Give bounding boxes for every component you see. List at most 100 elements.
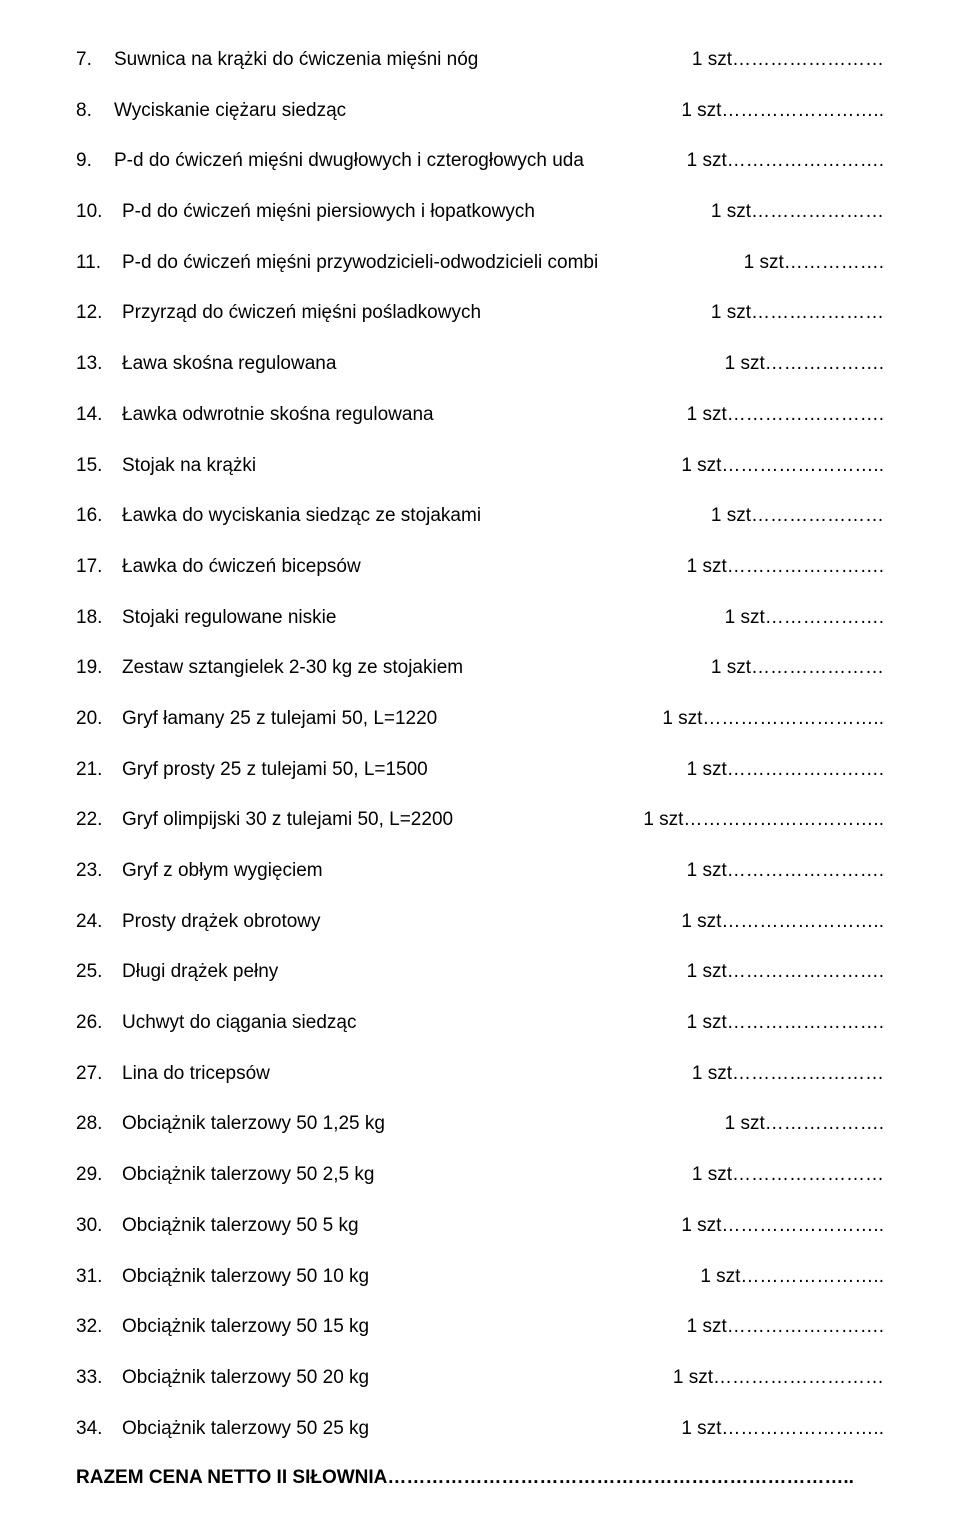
item-number: 13. bbox=[76, 352, 122, 377]
list-item: 20.Gryf łamany 25 z tulejami 50, L=12201… bbox=[76, 707, 884, 732]
item-label: P-d do ćwiczeń mięśni przywodzicieli-odw… bbox=[122, 251, 598, 276]
item-left: 24.Prosty drążek obrotowy bbox=[76, 910, 321, 935]
item-left: 28.Obciążnik talerzowy 50 1,25 kg bbox=[76, 1112, 385, 1137]
item-quantity: 1 szt……………………. bbox=[687, 859, 884, 884]
item-number: 14. bbox=[76, 403, 122, 428]
item-left: 22.Gryf olimpijski 30 z tulejami 50, L=2… bbox=[76, 808, 453, 833]
list-item: 12.Przyrząd do ćwiczeń mięśni pośladkowy… bbox=[76, 301, 884, 326]
item-label: Obciążnik talerzowy 50 1,25 kg bbox=[122, 1112, 385, 1137]
item-quantity: 1 szt……………………. bbox=[687, 149, 884, 174]
list-item: 30.Obciążnik talerzowy 50 5 kg1 szt……………… bbox=[76, 1214, 884, 1239]
list-item: 9.P-d do ćwiczeń mięśni dwugłowych i czt… bbox=[76, 149, 884, 174]
item-label: Długi drążek pełny bbox=[122, 960, 278, 985]
item-left: 20.Gryf łamany 25 z tulejami 50, L=1220 bbox=[76, 707, 437, 732]
item-left: 26.Uchwyt do ciągania siedząc bbox=[76, 1011, 356, 1036]
item-number: 31. bbox=[76, 1265, 122, 1290]
item-quantity: 1 szt…………………… bbox=[692, 1163, 884, 1188]
document-page: 7.Suwnica na krążki do ćwiczenia mięśni … bbox=[0, 0, 960, 1537]
item-left: 30.Obciążnik talerzowy 50 5 kg bbox=[76, 1214, 359, 1239]
list-item: 29.Obciążnik talerzowy 50 2,5 kg 1 szt………… bbox=[76, 1163, 884, 1188]
item-number: 7. bbox=[76, 48, 114, 73]
item-number: 27. bbox=[76, 1062, 122, 1087]
list-item: 13.Ława skośna regulowana 1 szt………………. bbox=[76, 352, 884, 377]
item-quantity: 1 szt…………………….. bbox=[681, 99, 884, 124]
item-number: 12. bbox=[76, 301, 122, 326]
item-number: 25. bbox=[76, 960, 122, 985]
item-label: Gryf z obłym wygięciem bbox=[122, 859, 323, 884]
item-quantity: 1 szt…………………… bbox=[692, 1062, 884, 1087]
item-left: 13.Ława skośna regulowana bbox=[76, 352, 336, 377]
item-left: 25.Długi drążek pełny bbox=[76, 960, 278, 985]
item-number: 21. bbox=[76, 758, 122, 783]
item-left: 9.P-d do ćwiczeń mięśni dwugłowych i czt… bbox=[76, 149, 584, 174]
item-number: 28. bbox=[76, 1112, 122, 1137]
list-item: 26.Uchwyt do ciągania siedząc 1 szt………………… bbox=[76, 1011, 884, 1036]
item-label: Obciążnik talerzowy 50 25 kg bbox=[122, 1417, 369, 1442]
item-left: 10.P-d do ćwiczeń mięśni piersiowych i ł… bbox=[76, 200, 535, 225]
item-quantity: 1 szt…………………….. bbox=[681, 454, 884, 479]
list-item: 11.P-d do ćwiczeń mięśni przywodzicieli-… bbox=[76, 251, 884, 276]
list-item: 28.Obciążnik talerzowy 50 1,25 kg 1 szt……… bbox=[76, 1112, 884, 1137]
total-line: RAZEM CENA NETTO II SIŁOWNIA………………………………… bbox=[76, 1467, 884, 1489]
item-label: Suwnica na krążki do ćwiczenia mięśni nó… bbox=[114, 48, 478, 73]
list-item: 14.Ławka odwrotnie skośna regulowana 1 sz… bbox=[76, 403, 884, 428]
item-quantity: 1 szt……………………. bbox=[687, 960, 884, 985]
list-item: 22.Gryf olimpijski 30 z tulejami 50, L=2… bbox=[76, 808, 884, 833]
item-label: P-d do ćwiczeń mięśni piersiowych i łopa… bbox=[122, 200, 535, 225]
item-quantity: 1 szt………………….. bbox=[700, 1265, 884, 1290]
item-left: 16.Ławka do wyciskania siedząc ze stojak… bbox=[76, 504, 481, 529]
item-number: 15. bbox=[76, 454, 122, 479]
item-label: Prosty drążek obrotowy bbox=[122, 910, 321, 935]
item-quantity: 1 szt………………. bbox=[725, 352, 884, 377]
item-quantity: 1 szt…………………….. bbox=[681, 1417, 884, 1442]
item-label: Obciążnik talerzowy 50 10 kg bbox=[122, 1265, 369, 1290]
item-label: Gryf łamany 25 z tulejami 50, L=1220 bbox=[122, 707, 437, 732]
item-left: 19.Zestaw sztangielek 2-30 kg ze stojaki… bbox=[76, 656, 463, 681]
item-label: Obciążnik talerzowy 50 20 kg bbox=[122, 1366, 369, 1391]
item-number: 29. bbox=[76, 1163, 122, 1188]
item-quantity: 1 szt………………. bbox=[725, 606, 884, 631]
item-quantity: 1 szt……………………. bbox=[687, 403, 884, 428]
list-item: 16.Ławka do wyciskania siedząc ze stojak… bbox=[76, 504, 884, 529]
item-left: 23.Gryf z obłym wygięciem bbox=[76, 859, 323, 884]
item-quantity: 1 szt……………………. bbox=[687, 1011, 884, 1036]
item-label: Obciążnik talerzowy 50 2,5 kg bbox=[122, 1163, 374, 1188]
item-label: Ławka do ćwiczeń bicepsów bbox=[122, 555, 361, 580]
item-left: 33.Obciążnik talerzowy 50 20 kg bbox=[76, 1366, 369, 1391]
item-quantity: 1 szt……………………. bbox=[687, 1315, 884, 1340]
item-left: 18.Stojaki regulowane niskie bbox=[76, 606, 336, 631]
item-label: P-d do ćwiczeń mięśni dwugłowych i czter… bbox=[114, 149, 584, 174]
list-item: 32.Obciążnik talerzowy 50 15 kg 1 szt…………… bbox=[76, 1315, 884, 1340]
item-quantity: 1 szt……………………. bbox=[687, 555, 884, 580]
item-quantity: 1 szt……………………… bbox=[673, 1366, 884, 1391]
item-number: 20. bbox=[76, 707, 122, 732]
item-left: 32.Obciążnik talerzowy 50 15 kg bbox=[76, 1315, 369, 1340]
item-number: 24. bbox=[76, 910, 122, 935]
item-number: 22. bbox=[76, 808, 122, 833]
item-label: Stojaki regulowane niskie bbox=[122, 606, 336, 631]
item-number: 23. bbox=[76, 859, 122, 884]
item-number: 17. bbox=[76, 555, 122, 580]
item-left: 31.Obciążnik talerzowy 50 10 kg bbox=[76, 1265, 369, 1290]
item-left: 14.Ławka odwrotnie skośna regulowana bbox=[76, 403, 434, 428]
item-label: Gryf prosty 25 z tulejami 50, L=1500 bbox=[122, 758, 428, 783]
list-item: 10.P-d do ćwiczeń mięśni piersiowych i ł… bbox=[76, 200, 884, 225]
list-item: 15.Stojak na krążki1 szt…………………….. bbox=[76, 454, 884, 479]
item-number: 16. bbox=[76, 504, 122, 529]
item-quantity: 1 szt………………. bbox=[725, 1112, 884, 1137]
item-quantity: 1 szt……………………. bbox=[687, 758, 884, 783]
item-quantity: 1 szt…………………… bbox=[692, 48, 884, 73]
item-number: 8. bbox=[76, 99, 114, 124]
item-left: 29.Obciążnik talerzowy 50 2,5 kg bbox=[76, 1163, 374, 1188]
list-item: 23.Gryf z obłym wygięciem 1 szt……………………. bbox=[76, 859, 884, 884]
item-quantity: 1 szt………………… bbox=[711, 200, 884, 225]
item-label: Ławka do wyciskania siedząc ze stojakami bbox=[122, 504, 481, 529]
item-left: 21.Gryf prosty 25 z tulejami 50, L=1500 bbox=[76, 758, 428, 783]
item-label: Obciążnik talerzowy 50 5 kg bbox=[122, 1214, 359, 1239]
item-label: Ława skośna regulowana bbox=[122, 352, 336, 377]
item-label: Obciążnik talerzowy 50 15 kg bbox=[122, 1315, 369, 1340]
list-item: 34.Obciążnik talerzowy 50 25 kg 1 szt…………… bbox=[76, 1417, 884, 1442]
item-quantity: 1 szt………………… bbox=[711, 504, 884, 529]
item-number: 33. bbox=[76, 1366, 122, 1391]
item-left: 34.Obciążnik talerzowy 50 25 kg bbox=[76, 1417, 369, 1442]
